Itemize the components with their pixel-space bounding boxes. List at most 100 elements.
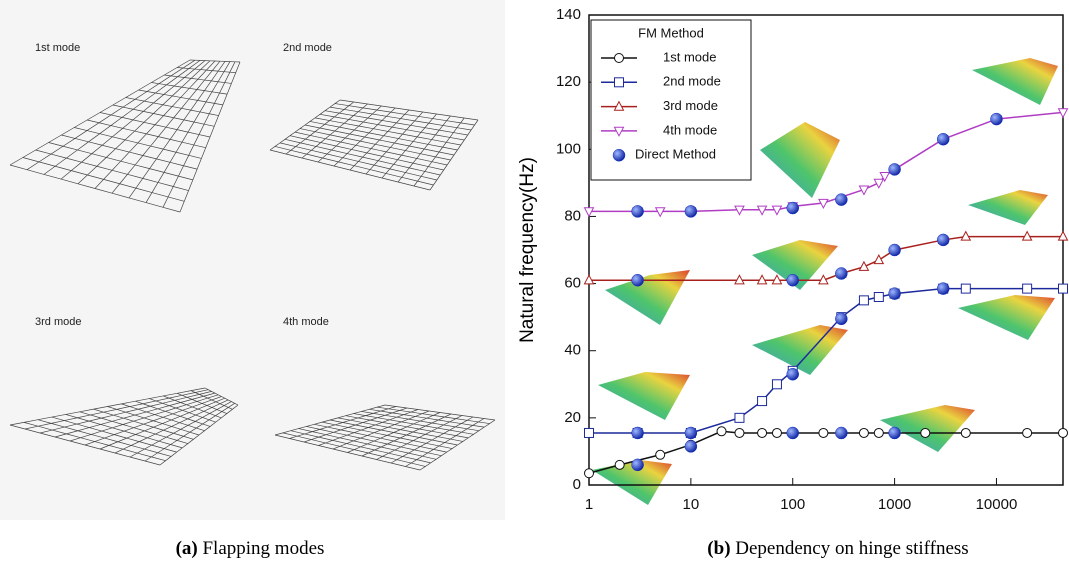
marker [835, 193, 848, 206]
marker [614, 77, 624, 88]
marker [684, 440, 698, 453]
mesh-line [333, 107, 396, 167]
mesh-line [159, 404, 239, 466]
legend-label: 3rd mode [663, 98, 718, 113]
marker [631, 426, 644, 440]
caption-label: (b) [707, 538, 730, 559]
y-tick-label: 120 [556, 73, 581, 90]
mesh-line [77, 60, 211, 185]
marker [734, 205, 745, 216]
marker [684, 426, 698, 440]
y-tick-label: 20 [564, 409, 581, 426]
marker [1058, 427, 1068, 438]
marker [879, 172, 891, 183]
mesh-line [129, 401, 232, 458]
mesh-line [361, 413, 452, 457]
marker [888, 426, 901, 440]
mesh-line [349, 109, 410, 171]
marker [1057, 230, 1069, 241]
caption-label: (a) [176, 538, 198, 559]
mesh-line [347, 412, 441, 453]
marker [960, 230, 972, 241]
marker [960, 427, 971, 438]
marker [835, 267, 848, 280]
marker [583, 274, 595, 285]
marker [786, 273, 799, 287]
marker [888, 163, 901, 176]
marker [613, 126, 625, 137]
legend-label: 1st mode [663, 49, 716, 64]
x-tick-label: 10000 [976, 496, 1018, 513]
marker [990, 112, 1003, 126]
marker [858, 185, 870, 196]
marker [873, 254, 885, 265]
marker [835, 312, 848, 326]
plot-frame [588, 14, 1064, 486]
marker [771, 379, 782, 390]
mode-label: 4th mode [283, 316, 329, 328]
y-tick-label: 100 [556, 140, 581, 157]
legend-label: 2nd mode [663, 74, 721, 89]
marker [960, 283, 971, 294]
mesh-line [365, 111, 424, 175]
marker [888, 287, 901, 300]
mesh-line [111, 60, 221, 194]
marker [786, 367, 799, 381]
series-line [589, 111, 1064, 213]
marker [655, 449, 666, 460]
marker [654, 207, 666, 218]
mesh-line [381, 113, 437, 179]
marker [888, 243, 901, 257]
marker [584, 427, 594, 438]
x-tick-label: 1 [585, 496, 593, 513]
marker [936, 282, 950, 295]
marker [920, 427, 931, 438]
mesh-line [413, 117, 465, 187]
marker [734, 427, 745, 438]
mesh-line [128, 61, 226, 199]
marker [614, 53, 624, 63]
x-tick-label: 100 [780, 496, 805, 513]
mesh-line [429, 119, 479, 191]
mesh-line [301, 103, 368, 159]
mesh-line [54, 392, 215, 438]
mesh-line [94, 60, 216, 189]
marker [818, 274, 829, 285]
marker [584, 468, 594, 479]
legend-title: FM Method [638, 25, 704, 40]
marker [771, 427, 782, 438]
marker [612, 148, 626, 162]
marker [936, 233, 950, 247]
marker [1058, 283, 1068, 294]
y-tick-label: 80 [564, 207, 581, 224]
mesh-line [26, 59, 196, 170]
mesh-line [144, 403, 235, 462]
mesh-line [43, 60, 201, 175]
mesh-line [274, 404, 386, 436]
mesh-line [162, 61, 236, 208]
mesh-line [419, 419, 496, 471]
marker [818, 427, 829, 438]
marker [936, 132, 950, 146]
marker [583, 207, 595, 218]
mesh-line [317, 105, 382, 163]
mesh-line [303, 407, 408, 443]
mesh-line [397, 115, 451, 183]
marker [757, 396, 768, 407]
wing-insets [592, 58, 1058, 505]
marker [873, 427, 884, 438]
mesh-line [179, 61, 241, 213]
marker [858, 427, 869, 438]
caption-b: (b) Dependency on hinge stiffness [707, 538, 968, 559]
y-tick-label: 60 [564, 275, 581, 292]
marker [858, 260, 870, 271]
mesh-line [99, 397, 225, 450]
x-tick-label: 10 [683, 496, 700, 513]
mode-label: 2nd mode [283, 42, 332, 54]
marker [757, 427, 768, 438]
marker [684, 205, 698, 218]
marker [873, 292, 884, 302]
marker [716, 426, 727, 437]
marker [631, 205, 644, 218]
